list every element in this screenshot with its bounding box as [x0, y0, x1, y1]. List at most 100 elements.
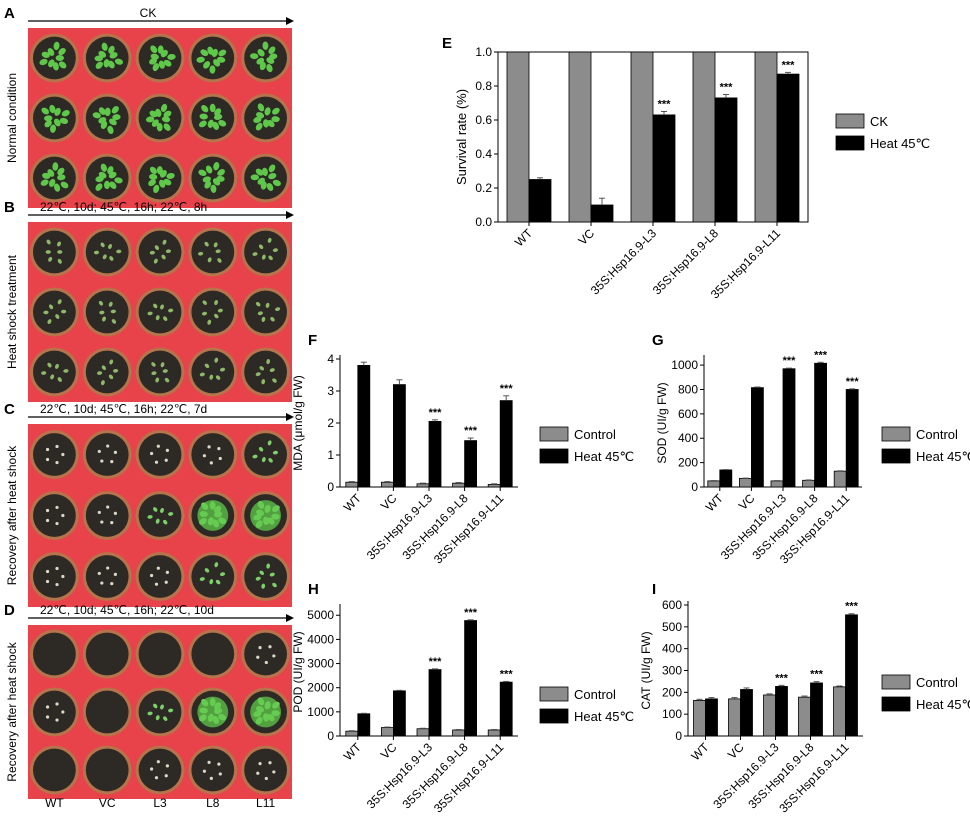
seedling [201, 104, 209, 113]
bleached-seedling [272, 770, 276, 774]
seedling [49, 104, 56, 114]
seedling [153, 184, 160, 194]
soil [191, 290, 235, 334]
seedling [151, 119, 159, 127]
panel-side-label: Heat shock treatment [5, 254, 19, 369]
seedling [50, 124, 56, 133]
seedling [109, 118, 117, 126]
soil [85, 36, 129, 80]
panel-letter: A [4, 5, 15, 22]
bleached-seedling [264, 660, 268, 665]
seedling [267, 119, 275, 128]
soil [244, 290, 287, 334]
seedling [219, 367, 226, 372]
bar-heat [782, 368, 796, 488]
seedling [196, 56, 205, 63]
bleached-seedling [61, 513, 65, 518]
y-axis-label: MDA (μmol/g FW) [291, 375, 305, 471]
bleached-seedling [256, 771, 260, 775]
bleached-seedling [55, 566, 59, 571]
x-tick-label: VC [378, 740, 400, 762]
seedling [204, 241, 209, 247]
significance-marker: *** [814, 349, 828, 361]
seedling [59, 117, 69, 125]
seedling [98, 171, 107, 179]
y-axis-label: POD (UI/g FW) [291, 631, 305, 712]
seedling [270, 317, 275, 322]
bleached-seedling [258, 761, 262, 766]
bar-heat [357, 364, 371, 488]
bleached-seedling [100, 581, 104, 585]
seedling [112, 114, 121, 121]
seedling [268, 46, 276, 55]
bar-control [487, 484, 501, 488]
legend-label: Control [574, 427, 616, 442]
seedling [255, 301, 261, 307]
soil [138, 690, 182, 734]
soil [138, 96, 182, 140]
panel-header: 22℃, 10d; 45℃, 16h; 22℃, 7d [40, 402, 207, 416]
bar-control [416, 728, 430, 737]
seedling [201, 311, 208, 316]
y-tick-label: 0 [327, 729, 334, 743]
seedling [217, 308, 223, 313]
seedling [204, 180, 212, 189]
bleached-seedling [113, 572, 117, 576]
seedling [57, 167, 65, 176]
bar-heat [845, 389, 859, 488]
seedling [250, 53, 259, 60]
significance-marker: *** [845, 601, 859, 613]
y-tick-label: 1000 [307, 705, 334, 719]
seedling [204, 568, 210, 573]
legend-label: CK [870, 114, 888, 129]
seedling [272, 107, 280, 115]
soil [33, 494, 76, 537]
soil [191, 156, 235, 200]
significance-marker: *** [775, 672, 789, 684]
seedling [108, 301, 113, 307]
seedling [257, 177, 266, 185]
seedling [160, 704, 164, 710]
soil [244, 433, 287, 476]
soil [33, 748, 76, 792]
bar-control [380, 481, 394, 488]
seedling [272, 450, 279, 455]
seedling [252, 454, 258, 459]
seedling [98, 117, 107, 124]
seedling [269, 572, 275, 577]
panel-side-label: Recovery after heat shock [5, 641, 19, 781]
bleached-seedling [113, 450, 117, 454]
bleached-seedling [218, 456, 222, 461]
bar-heat [392, 384, 406, 488]
significance-marker: *** [783, 355, 797, 367]
seedling [268, 164, 276, 173]
seedling [108, 374, 114, 380]
panel-header: 22℃, 10d; 45℃, 16h; 22℃, 10d [40, 603, 214, 617]
seedling [163, 59, 172, 67]
column-label-l8: L8 [206, 796, 220, 810]
bleached-seedling [154, 460, 159, 464]
photo-panel-C: C 22℃, 10d; 45℃, 16h; 22℃, 7d Recovery aft… [4, 401, 294, 607]
seedling [255, 168, 264, 176]
soil [244, 350, 287, 394]
seedling [211, 48, 218, 58]
significance-marker: *** [464, 425, 478, 437]
bleached-seedling [218, 772, 222, 776]
seedling [47, 362, 52, 368]
bleached-seedling [217, 447, 221, 451]
seedling [101, 42, 108, 51]
seedling [199, 120, 207, 128]
bar-heat [714, 97, 738, 223]
significance-marker: *** [782, 59, 796, 71]
soil [85, 156, 129, 200]
legend-label: Heat 45℃ [574, 709, 634, 724]
seedling [151, 362, 156, 367]
seedling [155, 715, 160, 721]
bleached-seedling [149, 451, 154, 456]
seedling [98, 50, 107, 58]
legend-swatch [539, 708, 569, 724]
significance-marker: *** [500, 383, 514, 395]
seedling [114, 177, 123, 184]
seedling [155, 518, 160, 524]
seedling [219, 572, 226, 577]
